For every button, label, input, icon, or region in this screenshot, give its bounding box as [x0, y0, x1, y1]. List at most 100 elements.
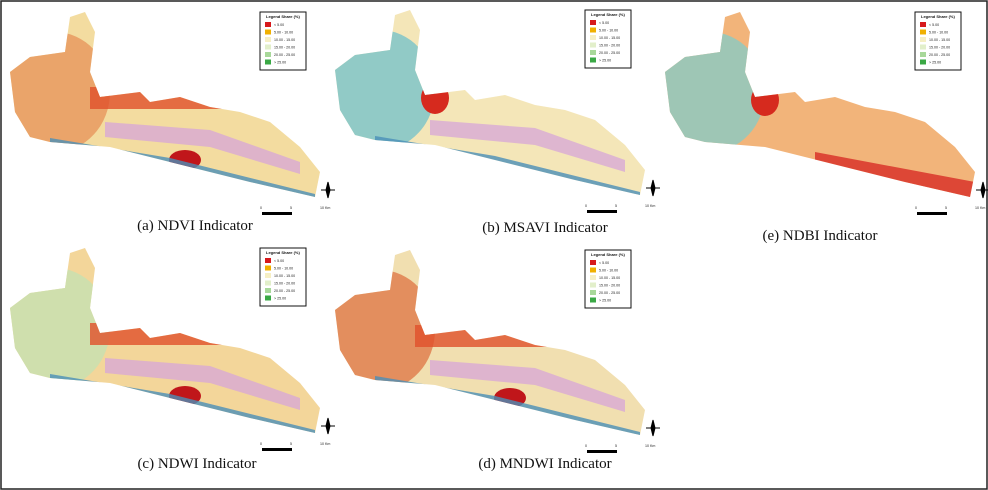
legend-swatch — [265, 44, 271, 50]
legend-swatch — [590, 27, 596, 33]
legend-item: > 25.00 — [929, 61, 941, 65]
legend-swatch — [265, 59, 271, 65]
north-arrow-shape — [646, 419, 660, 437]
legend-item: 5.00 - 10.00 — [929, 31, 948, 35]
legend-item: > 25.00 — [274, 61, 286, 65]
scale-label: 0 — [585, 204, 587, 208]
legend-title: Legend Share (%) — [921, 14, 955, 19]
legend-swatch — [590, 267, 596, 273]
legend-item: 20.00 - 25.00 — [929, 53, 950, 57]
map-left — [335, 270, 435, 390]
legend-swatch — [265, 265, 271, 271]
scale-label: 0 — [585, 444, 587, 448]
north-arrow-shape — [321, 181, 335, 199]
legend-item: 5.00 - 10.00 — [599, 29, 618, 33]
scale-bar: 0 5 10 Km — [260, 442, 330, 451]
legend-swatch — [920, 52, 926, 57]
legend-swatch — [265, 29, 271, 35]
legend-item: < 5.00 — [599, 261, 609, 265]
scale-bar: 0 5 10 Km — [585, 204, 655, 213]
scale-label: 0 — [260, 206, 262, 210]
legend-swatch — [265, 273, 271, 278]
legend-swatch — [590, 42, 596, 48]
panel-caption: (e) NDBI Indicator — [763, 228, 878, 244]
scale-bar-line — [917, 212, 947, 215]
legend-swatch — [920, 44, 926, 50]
legend-swatch — [265, 280, 271, 286]
legend-item: 20.00 - 25.00 — [599, 291, 620, 295]
scale-label: 0 — [915, 206, 917, 210]
legend-item: 20.00 - 25.00 — [599, 51, 620, 55]
purple-band — [430, 360, 625, 412]
legend-item: 15.00 - 20.00 — [274, 46, 295, 50]
legend-item: 15.00 - 20.00 — [599, 44, 620, 48]
legend: Legend Share (%) < 5.00 5.00 - 10.00 10.00 … — [914, 11, 962, 71]
legend-swatch — [265, 37, 271, 42]
legend-swatch — [590, 297, 596, 303]
scale-bar-line — [262, 212, 292, 215]
legend-swatch — [590, 57, 596, 63]
legend-swatch — [590, 275, 596, 280]
legend-item: 15.00 - 20.00 — [599, 284, 620, 288]
legend-swatch — [590, 290, 596, 295]
legend-swatch — [590, 282, 596, 288]
scale-label: 10 Km — [320, 442, 330, 446]
purple-band — [430, 120, 625, 172]
scale-bar-line — [587, 450, 617, 453]
north-arrow — [321, 181, 335, 199]
legend-title: Legend Share (%) — [266, 14, 300, 19]
legend-swatch — [590, 50, 596, 55]
legend-item: > 25.00 — [274, 297, 286, 301]
legend-item: < 5.00 — [929, 23, 939, 27]
legend-item: > 25.00 — [599, 299, 611, 303]
scale-label: 10 Km — [645, 204, 655, 208]
scale-bar: 0 5 10 Km — [585, 444, 655, 453]
legend-item: < 5.00 — [274, 259, 284, 263]
legend-swatch — [920, 22, 926, 27]
legend-title: Legend Share (%) — [591, 12, 625, 17]
legend-swatch — [265, 52, 271, 57]
scale-label: 10 Km — [975, 206, 985, 210]
panel-caption: (a) NDVI Indicator — [137, 218, 253, 234]
north-arrow — [321, 417, 335, 435]
legend-item: 15.00 - 20.00 — [929, 46, 950, 50]
legend-swatch — [265, 22, 271, 27]
legend-swatch — [920, 29, 926, 35]
legend-title: Legend Share (%) — [266, 250, 300, 255]
scale-bar: 0 5 10 Km — [915, 206, 985, 215]
purple-band — [105, 122, 300, 174]
legend-item: 5.00 - 10.00 — [274, 267, 293, 271]
legend-swatch — [265, 258, 271, 263]
panel-caption: (d) MNDWI Indicator — [478, 456, 611, 472]
legend-item: 10.00 - 15.00 — [599, 276, 620, 280]
legend-item: < 5.00 — [599, 21, 609, 25]
legend-item: 15.00 - 20.00 — [274, 282, 295, 286]
legend: Legend Share (%) < 5.00 5.00 - 10.00 10.00 … — [584, 249, 632, 309]
scale-bar-line — [587, 210, 617, 213]
legend: Legend Share (%) < 5.00 5.00 - 10.00 10.00 … — [259, 247, 307, 307]
legend: Legend Share (%) < 5.00 5.00 - 10.00 10.00 … — [259, 11, 307, 71]
panel-caption: (c) NDWI Indicator — [137, 456, 256, 472]
legend-swatch — [590, 20, 596, 25]
map-left — [335, 30, 435, 150]
north-arrow — [646, 179, 660, 197]
scale-label: 5 — [290, 442, 292, 446]
scale-label: 5 — [615, 204, 617, 208]
scale-bar-line — [262, 448, 292, 451]
legend-item: 10.00 - 15.00 — [274, 38, 295, 42]
legend-item: 20.00 - 25.00 — [274, 289, 295, 293]
map-left — [10, 268, 110, 388]
scale-label: 5 — [290, 206, 292, 210]
legend-item: < 5.00 — [274, 23, 284, 27]
map-left — [665, 32, 765, 152]
legend-item: 10.00 - 15.00 — [929, 38, 950, 42]
scale-bar: 0 5 10 Km — [260, 206, 330, 215]
scale-label: 10 Km — [320, 206, 330, 210]
scale-label: 5 — [615, 444, 617, 448]
legend-item: 10.00 - 15.00 — [599, 36, 620, 40]
scale-label: 5 — [945, 206, 947, 210]
north-arrow-shape — [321, 417, 335, 435]
legend-swatch — [590, 35, 596, 40]
legend-item: 5.00 - 10.00 — [599, 269, 618, 273]
